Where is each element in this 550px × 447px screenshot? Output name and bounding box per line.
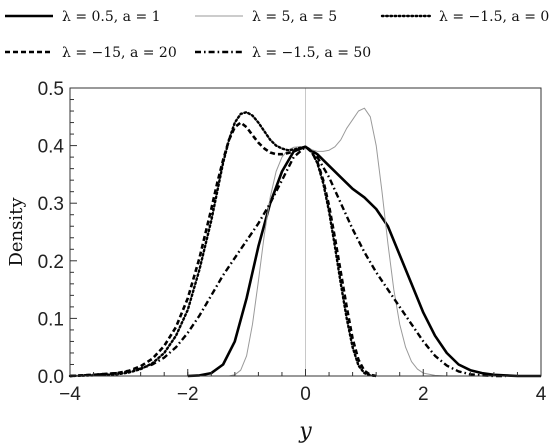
series-line-2 xyxy=(228,107,447,377)
y-tick-label: 0.2 xyxy=(38,252,64,273)
legend-entry-2: λ = 5, a = 5 xyxy=(252,9,337,25)
legend-entry-3: λ = −1.5, a = 0.25 xyxy=(439,9,550,25)
series-layer xyxy=(68,107,541,378)
legend-entry-5: λ = −1.5, a = 50 xyxy=(252,45,371,61)
y-axis-ticks: 0.0 0.1 0.2 0.3 0.4 0.5 xyxy=(38,79,77,388)
y-tick-label: 0.1 xyxy=(38,309,64,330)
x-tick-label: −4 xyxy=(59,384,81,405)
series-line-3 xyxy=(68,110,378,378)
x-axis-label: y xyxy=(298,419,312,444)
legend-entry-4: λ = −15, a = 20 xyxy=(62,45,177,61)
y-tick-label: 0.4 xyxy=(38,137,65,158)
series-line-1 xyxy=(187,145,541,378)
legend-entry-1: λ = 0.5, a = 1 xyxy=(62,9,161,25)
x-tick-label: 4 xyxy=(536,384,547,405)
legend: λ = 0.5, a = 1 λ = 5, a = 5 λ = −1.5, a = … xyxy=(5,9,550,61)
x-tick-label: 2 xyxy=(418,384,429,405)
x-tick-label: −2 xyxy=(177,384,199,405)
y-axis-label: Density xyxy=(6,197,27,267)
series-line-4 xyxy=(69,121,377,378)
x-tick-label: 0 xyxy=(300,384,311,405)
y-tick-label: 0.3 xyxy=(38,194,64,215)
series-line-5 xyxy=(69,145,506,378)
y-tick-label: 0.5 xyxy=(38,79,64,100)
y-tick-label: 0.0 xyxy=(38,367,64,388)
x-axis-ticks: −4 −2 0 2 4 xyxy=(59,369,547,405)
plot-area: −4 −2 0 2 4 0.0 0.1 0.2 0.3 0.4 0.5 xyxy=(38,79,547,405)
